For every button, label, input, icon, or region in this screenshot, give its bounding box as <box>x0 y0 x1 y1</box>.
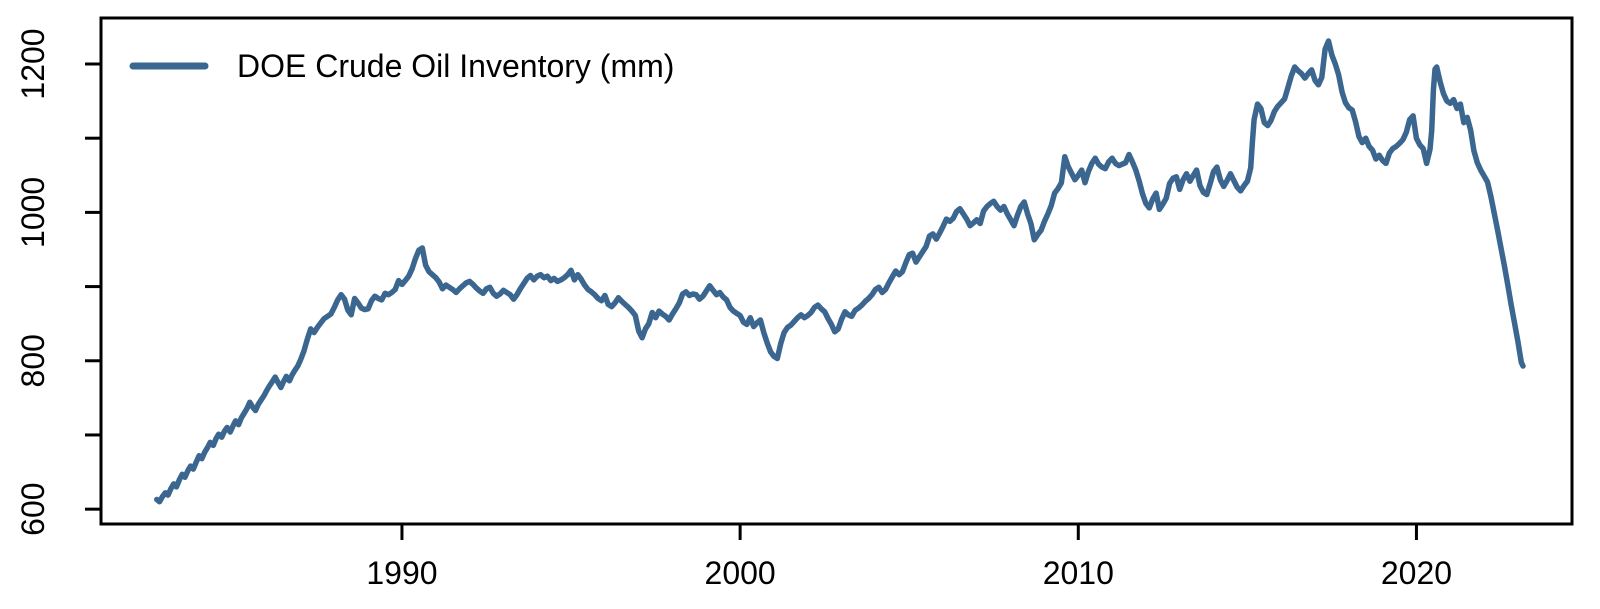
legend: DOE Crude Oil Inventory (mm) <box>129 48 674 84</box>
x-tick-label-2020: 2020 <box>1381 555 1452 591</box>
y-tick-label-1000: 1000 <box>15 177 51 248</box>
plot-border <box>99 16 1574 526</box>
x-tick-label-2010: 2010 <box>1043 555 1114 591</box>
y-axis-tick-labels: 600 800 1000 1200 <box>15 28 51 535</box>
inventory-line <box>154 38 1526 505</box>
y-tick-label-600: 600 <box>15 482 51 535</box>
legend-label: DOE Crude Oil Inventory (mm) <box>237 48 674 84</box>
x-axis-ticks <box>400 524 1418 540</box>
x-tick-label-2000: 2000 <box>705 555 776 591</box>
y-axis-ticks <box>85 62 101 511</box>
y-tick-label-1200: 1200 <box>15 28 51 99</box>
x-axis-tick-labels: 1990 2000 2010 2020 <box>366 555 1452 591</box>
y-tick-label-800: 800 <box>15 334 51 387</box>
x-tick-label-1990: 1990 <box>366 555 437 591</box>
